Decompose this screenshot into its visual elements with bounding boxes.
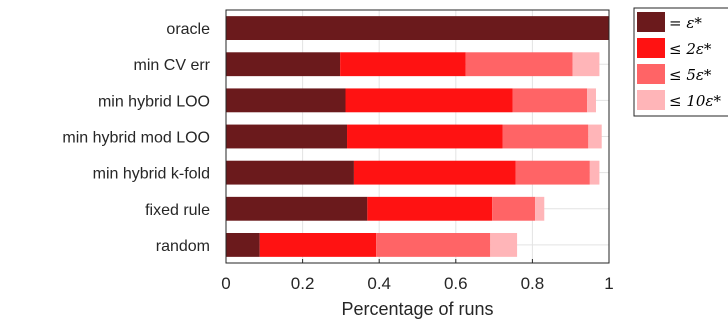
- x-axis-title: Percentage of runs: [341, 299, 493, 319]
- bar-segment-series-3-row-2: [587, 88, 596, 113]
- category-label: min CV err: [134, 57, 211, 74]
- bar-segment-series-3-row-3: [588, 124, 602, 149]
- bar-segment-series-2-row-5: [492, 196, 536, 221]
- bar-segment-series-3-row-6: [490, 233, 518, 257]
- category-label: min hybrid mod LOO: [62, 130, 210, 147]
- legend-label: ≤ 10ε*: [669, 92, 721, 110]
- x-tick-label: 0.4: [367, 274, 391, 293]
- bar-segment-series-2-row-3: [502, 124, 589, 149]
- x-tick-label: 0.2: [291, 274, 315, 293]
- category-label: random: [156, 238, 210, 255]
- legend-swatch: [637, 64, 665, 84]
- bar-segment-series-0-row-0: [226, 16, 609, 40]
- category-label: fixed rule: [145, 202, 210, 219]
- bar-segment-series-0-row-1: [226, 52, 341, 77]
- bar-segment-series-0-row-6: [226, 233, 260, 257]
- bar-segment-series-1-row-2: [345, 88, 513, 113]
- category-label: min hybrid LOO: [98, 93, 210, 110]
- bar-segment-series-3-row-4: [589, 160, 600, 185]
- legend-label: ≤ 5ε*: [669, 66, 712, 84]
- bars: [226, 16, 609, 257]
- x-tick-label: 1: [604, 274, 613, 293]
- bar-segment-series-2-row-1: [465, 52, 573, 77]
- bar-segment-series-0-row-5: [226, 196, 368, 221]
- bar-segment-series-1-row-3: [347, 124, 503, 149]
- bar-segment-series-0-row-2: [226, 88, 346, 113]
- bar-segment-series-3-row-5: [535, 196, 545, 221]
- x-tick-label: 0.6: [444, 274, 468, 293]
- y-axis-category-labels: oracle min CV err min hybrid LOO min hybrid…: [62, 21, 210, 255]
- legend-swatch: [637, 12, 665, 32]
- bar-segment-series-2-row-4: [515, 160, 590, 185]
- bar-segment-series-1-row-6: [259, 233, 377, 257]
- bar-segment-series-1-row-4: [353, 160, 516, 185]
- bar-segment-series-1-row-5: [367, 196, 493, 221]
- x-tick-label: 0: [221, 274, 230, 293]
- bar-segment-series-2-row-6: [376, 233, 491, 257]
- bar-segment-series-1-row-1: [340, 52, 466, 77]
- legend-swatch: [637, 38, 665, 58]
- x-axis-ticks: 0 0.2 0.4 0.6 0.8 1: [221, 259, 614, 293]
- bar-segment-series-3-row-1: [572, 52, 600, 77]
- plot-frame: [225, 9, 610, 264]
- legend-label: ≤ 2ε*: [669, 40, 712, 58]
- category-label: oracle: [166, 21, 210, 38]
- bar-segment-series-0-row-3: [226, 124, 348, 149]
- bar-segment-series-0-row-4: [226, 160, 354, 185]
- legend-label: = ε*: [669, 14, 702, 32]
- bar-segment-series-2-row-2: [512, 88, 588, 113]
- legend-swatch: [637, 90, 665, 110]
- category-label: min hybrid k-fold: [93, 166, 210, 183]
- legend: = ε* ≤ 2ε* ≤ 5ε* ≤ 10ε*: [633, 7, 728, 117]
- x-tick-label: 0.8: [521, 274, 545, 293]
